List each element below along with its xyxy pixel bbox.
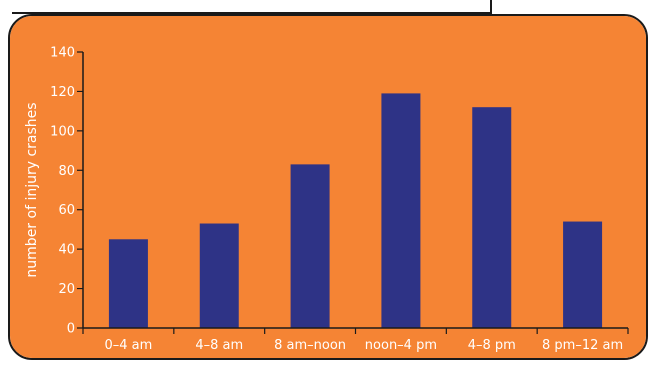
bar [108, 239, 148, 328]
y-axis-ticks: 0 20 40 60 80 100 120 140 [50, 46, 83, 337]
x-tick-label: noon–4 pm [365, 338, 437, 353]
y-tick-label: 60 [58, 203, 75, 218]
y-tick-label: 0 [67, 322, 75, 337]
x-tick-label: 8 pm–12 am [542, 338, 623, 353]
x-axis-ticks: 0–4 am 4–8 am 8 am–noon noon–4 pm 4–8 pm 8 pm… [82, 328, 629, 353]
bar [381, 93, 421, 329]
x-tick-label: 4–8 am [195, 338, 243, 353]
y-tick-label: 80 [58, 164, 75, 179]
chart-panel: 0 20 40 60 80 100 120 140 0–4 am 4–8 am 8 am–noon… [8, 14, 648, 360]
bar [472, 107, 512, 328]
y-tick-label: 40 [58, 243, 75, 258]
x-tick-label: 4–8 pm [468, 338, 516, 353]
bar-chart: 0 20 40 60 80 100 120 140 0–4 am 4–8 am 8 am–noon… [10, 16, 646, 358]
bars-group [108, 93, 603, 329]
y-tick-label: 100 [50, 124, 75, 139]
y-tick-label: 20 [58, 282, 75, 297]
y-axis-title: number of injury crashes [24, 102, 40, 277]
frame-top-line [12, 12, 490, 14]
bar [290, 164, 330, 328]
y-tick-label: 140 [50, 46, 75, 61]
bar [199, 223, 239, 328]
x-tick-label: 0–4 am [105, 338, 153, 353]
x-tick-label: 8 am–noon [274, 338, 346, 353]
bar [563, 221, 603, 328]
frame-divider [490, 0, 492, 14]
y-tick-label: 120 [50, 85, 75, 100]
